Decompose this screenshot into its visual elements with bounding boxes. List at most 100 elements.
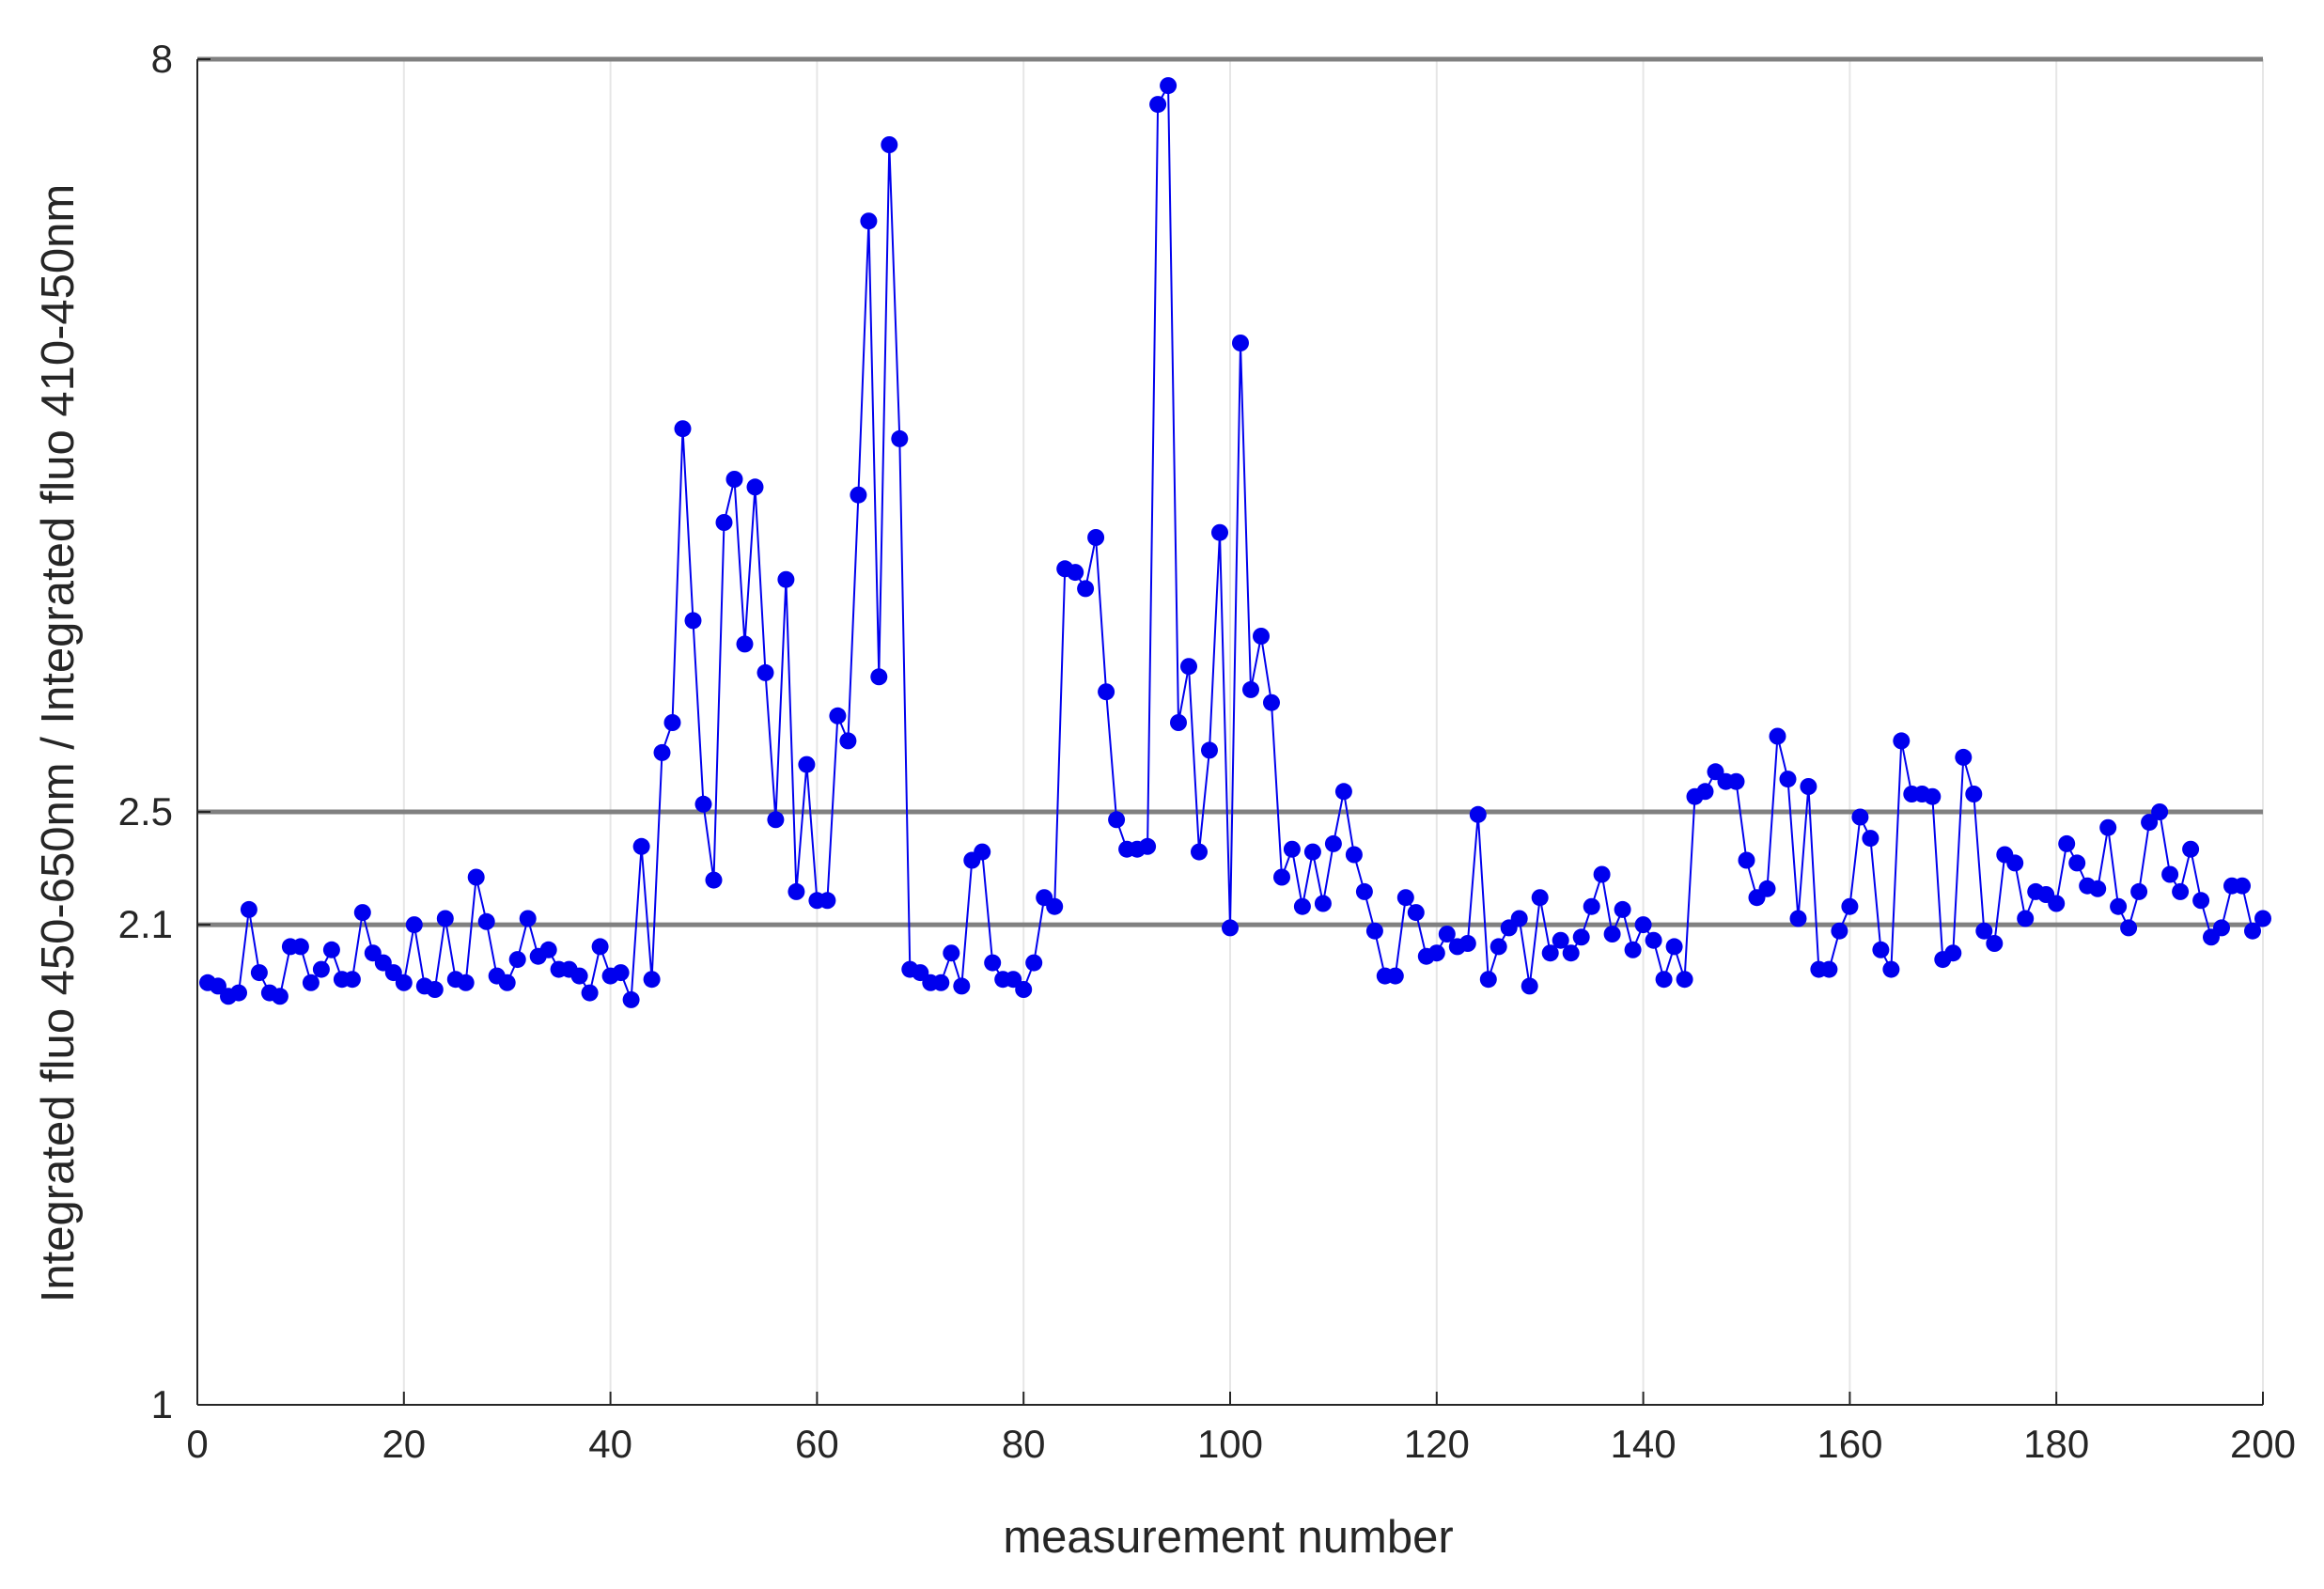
data-point [1458, 935, 1476, 952]
data-point [1831, 922, 1848, 940]
data-point [1603, 926, 1621, 942]
data-point [777, 570, 795, 588]
data-point [1407, 904, 1425, 922]
data-point [2192, 892, 2210, 910]
data-point [210, 977, 226, 995]
data-point [1614, 900, 1631, 918]
data-point [1924, 787, 1942, 805]
data-point [1541, 944, 1559, 962]
x-tick-label: 160 [1817, 1422, 1882, 1466]
data-point [1191, 843, 1208, 861]
data-point [1293, 897, 1311, 915]
data-point [819, 892, 836, 910]
data-point [1696, 783, 1714, 801]
data-point [684, 612, 702, 630]
data-point [498, 974, 516, 991]
data-point [2058, 834, 2076, 852]
x-tick-label: 100 [1197, 1422, 1263, 1466]
data-point [798, 756, 816, 773]
data-point [1841, 897, 1859, 915]
data-point [1355, 882, 1373, 900]
data-point [508, 951, 526, 969]
data-point [353, 904, 371, 922]
data-point [230, 984, 247, 1002]
y-tick-label: 1 [151, 1382, 173, 1426]
data-point [343, 971, 361, 989]
data-point [2017, 910, 2035, 927]
data-point [1851, 808, 1869, 826]
data-point [1427, 944, 1445, 962]
x-axis-label: measurement number [1003, 1512, 1453, 1563]
data-point [591, 938, 609, 956]
data-point [1242, 680, 1259, 698]
data-point [395, 974, 413, 991]
data-point [756, 663, 774, 681]
data-point [891, 429, 909, 447]
data-point [1067, 564, 1084, 582]
data-point [1232, 335, 1249, 351]
data-point [1727, 772, 1745, 790]
data-point [2172, 882, 2190, 900]
data-point [1758, 880, 1776, 897]
data-point [2234, 877, 2251, 895]
data-point [1800, 778, 1817, 795]
data-point [570, 967, 588, 985]
data-point [240, 900, 257, 918]
data-point [653, 743, 671, 761]
data-point [1160, 77, 1178, 95]
data-point [2254, 910, 2271, 927]
data-point [1779, 771, 1797, 788]
data-point [291, 938, 309, 956]
data-point [1769, 727, 1786, 745]
data-point [457, 974, 475, 991]
data-point [1655, 971, 1673, 989]
data-point [1386, 967, 1404, 985]
x-tick-label: 140 [1611, 1422, 1677, 1466]
data-point [788, 882, 805, 900]
data-point [581, 984, 599, 1002]
data-point [2089, 880, 2107, 897]
data-point [663, 714, 681, 731]
x-tick-label: 0 [186, 1422, 208, 1466]
data-point [1201, 741, 1218, 759]
tick-labels: 0 20 40 60 80 100 120 140 160 180 200 1 2.1 2.5 8 [118, 37, 2296, 1466]
data-point [2151, 803, 2169, 820]
data-point [405, 916, 423, 934]
data-point [715, 514, 733, 531]
data-point [1139, 837, 1157, 855]
data-point [1490, 938, 1507, 956]
x-tick-label: 60 [795, 1422, 839, 1466]
data-point [1365, 922, 1383, 940]
y-axis-label: Integrated fluo 450-650nm / Integrated f… [33, 184, 84, 1302]
x-tick-label: 40 [588, 1422, 632, 1466]
data-point [477, 912, 495, 930]
grid-lines [402, 59, 2264, 1405]
data-point [1273, 868, 1290, 886]
data-point [1211, 523, 1228, 541]
data-point [1222, 919, 1239, 937]
data-point [1944, 944, 1962, 962]
data-point [1862, 830, 1879, 848]
data-point [1469, 805, 1487, 823]
data-point [1789, 910, 1807, 927]
data-point [539, 941, 557, 958]
data-point [1005, 971, 1022, 989]
data-point [426, 981, 444, 998]
data-point [2213, 919, 2230, 937]
data-point [1965, 786, 1983, 802]
data-point [1738, 851, 1755, 869]
data-point [1345, 846, 1363, 864]
data-point [2141, 814, 2159, 832]
x-tick-label: 200 [2230, 1422, 2296, 1466]
data-point [1665, 938, 1683, 956]
axes [196, 58, 2264, 1406]
data-point [1572, 928, 1590, 946]
x-tick-label: 120 [1404, 1422, 1470, 1466]
data-point [1098, 683, 1115, 701]
data-point [694, 795, 712, 813]
data-point [1645, 931, 1662, 949]
data-point [1479, 971, 1497, 989]
x-tick-label: 20 [382, 1422, 426, 1466]
data-point [1510, 910, 1528, 927]
